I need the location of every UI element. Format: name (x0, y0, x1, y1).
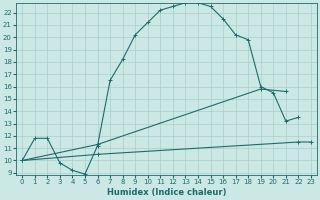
X-axis label: Humidex (Indice chaleur): Humidex (Indice chaleur) (107, 188, 226, 197)
